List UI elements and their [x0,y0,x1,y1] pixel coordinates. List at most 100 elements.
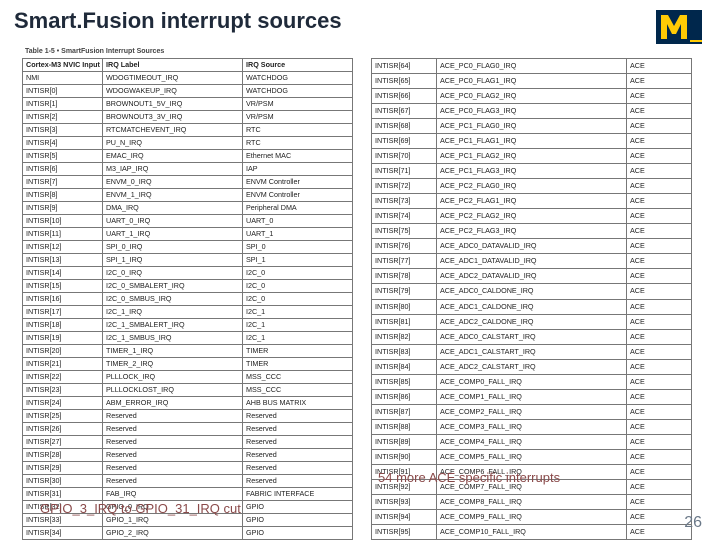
table-cell: ACE_COMP8_FALL_IRQ [437,494,627,509]
table-cell: INTISR[10] [23,215,103,228]
table-row: INTISR[0]WDOGWAKEUP_IRQWATCHDOG [23,85,353,98]
table-cell: INTISR[64] [372,59,437,74]
table-cell: ACE_ADC1_DATAVALID_IRQ [437,254,627,269]
table-cell: INTISR[87] [372,404,437,419]
table-cell: INTISR[27] [23,436,103,449]
table-cell: ACE_COMP9_FALL_IRQ [437,509,627,524]
table-cell: INTISR[15] [23,280,103,293]
table-cell: Reserved [103,410,243,423]
table-row: INTISR[8]ENVM_1_IRQENVM Controller [23,189,353,202]
table-cell: ACE_COMP5_FALL_IRQ [437,449,627,464]
table-cell: ACE_PC2_FLAG0_IRQ [437,179,627,194]
table-cell: ACE [627,134,692,149]
table-row: INTISR[69]ACE_PC1_FLAG1_IRQACE [372,134,692,149]
table-cell: INTISR[71] [372,164,437,179]
table-row: INTISR[31]FAB_IRQFABRIC INTERFACE [23,488,353,501]
table-row: INTISR[19]I2C_1_SMBUS_IRQI2C_1 [23,332,353,345]
table-caption: Table 1-5 • SmartFusion Interrupt Source… [25,48,164,55]
table-row: INTISR[66]ACE_PC0_FLAG2_IRQACE [372,89,692,104]
table-row: INTISR[1]BROWNOUT1_5V_IRQVR/PSM [23,98,353,111]
table-cell: PLLLOCK_IRQ [103,371,243,384]
table-cell: INTISR[13] [23,254,103,267]
table-row: INTISR[86]ACE_COMP1_FALL_IRQACE [372,389,692,404]
table-cell: VR/PSM [243,98,353,111]
table-cell: ACE_ADC1_CALDONE_IRQ [437,299,627,314]
table-cell: INTISR[19] [23,332,103,345]
table-cell: Reserved [243,436,353,449]
table-cell: INTISR[11] [23,228,103,241]
table-cell: INTISR[22] [23,371,103,384]
table-cell: PU_N_IRQ [103,137,243,150]
table-row: INTISR[14]I2C_0_IRQI2C_0 [23,267,353,280]
table-cell: WATCHDOG [243,85,353,98]
table-cell: SPI_1 [243,254,353,267]
table-cell: INTISR[85] [372,374,437,389]
table-cell: Reserved [243,410,353,423]
table-row: INTISR[30]ReservedReserved [23,475,353,488]
table-cell: INTISR[7] [23,176,103,189]
table-cell: I2C_0_SMBUS_IRQ [103,293,243,306]
table-cell: ACE_ADC0_CALDONE_IRQ [437,284,627,299]
table-cell: UART_0 [243,215,353,228]
table-cell: ACE_ADC2_DATAVALID_IRQ [437,269,627,284]
table-row: INTISR[79]ACE_ADC0_CALDONE_IRQACE [372,284,692,299]
table-cell: ACE_PC0_FLAG0_IRQ [437,59,627,74]
table-row: INTISR[20]TIMER_1_IRQTIMER [23,345,353,358]
table-cell: BROWNOUT1_5V_IRQ [103,98,243,111]
table-row: INTISR[89]ACE_COMP4_FALL_IRQACE [372,434,692,449]
table-cell: INTISR[1] [23,98,103,111]
table-cell: ACE [627,119,692,134]
table-cell: ACE [627,509,692,524]
table-cell: WDOGTIMEOUT_IRQ [103,72,243,85]
col-header: Cortex-M3 NVIC Input [23,59,103,72]
table-cell: RTC [243,124,353,137]
table-row: INTISR[65]ACE_PC0_FLAG1_IRQACE [372,74,692,89]
table-cell: ACE [627,299,692,314]
table-cell: GPIO [243,514,353,527]
table-cell: ACE [627,59,692,74]
table-cell: I2C_0 [243,267,353,280]
table-cell: ACE_COMP0_FALL_IRQ [437,374,627,389]
table-row: INTISR[34]GPIO_2_IRQGPIO [23,527,353,540]
table-cell: INTISR[6] [23,163,103,176]
table-cell: RTCMATCHEVENT_IRQ [103,124,243,137]
table-cell: ACE [627,524,692,539]
table-cell: I2C_1 [243,319,353,332]
table-cell: INTISR[74] [372,209,437,224]
table-row: INTISR[10]UART_0_IRQUART_0 [23,215,353,228]
table-cell: INTISR[29] [23,462,103,475]
table-row: INTISR[82]ACE_ADC0_CALSTART_IRQACE [372,329,692,344]
table-cell: I2C_0_IRQ [103,267,243,280]
table-cell: I2C_0_SMBALERT_IRQ [103,280,243,293]
table-cell: INTISR[68] [372,119,437,134]
table-cell: INTISR[20] [23,345,103,358]
table-cell: INTISR[80] [372,299,437,314]
table-row: INTISR[23]PLLLOCKLOST_IRQMSS_CCC [23,384,353,397]
table-cell: ACE [627,149,692,164]
table-cell: INTISR[89] [372,434,437,449]
table-cell: SPI_0_IRQ [103,241,243,254]
table-cell: ACE [627,284,692,299]
table-cell: BROWNOUT3_3V_IRQ [103,111,243,124]
table-cell: Reserved [243,462,353,475]
table-cell: INTISR[76] [372,239,437,254]
table-cell: ACE [627,89,692,104]
table-row: INTISR[80]ACE_ADC1_CALDONE_IRQACE [372,299,692,314]
table-cell: I2C_1_SMBUS_IRQ [103,332,243,345]
table-cell: ACE [627,434,692,449]
table-row: INTISR[26]ReservedReserved [23,423,353,436]
table-cell: MSS_CCC [243,384,353,397]
table-cell: TIMER_2_IRQ [103,358,243,371]
table-cell: NMI [23,72,103,85]
table-cell: ACE [627,104,692,119]
table-cell: ACE [627,224,692,239]
table-row: NMIWDOGTIMEOUT_IRQWATCHDOG [23,72,353,85]
table-cell: FAB_IRQ [103,488,243,501]
table-cell: INTISR[79] [372,284,437,299]
table-cell: IAP [243,163,353,176]
table-cell: GPIO [243,501,353,514]
table-row: INTISR[18]I2C_1_SMBALERT_IRQI2C_1 [23,319,353,332]
table-cell: Reserved [243,475,353,488]
table-cell: INTISR[69] [372,134,437,149]
table-row: INTISR[78]ACE_ADC2_DATAVALID_IRQACE [372,269,692,284]
